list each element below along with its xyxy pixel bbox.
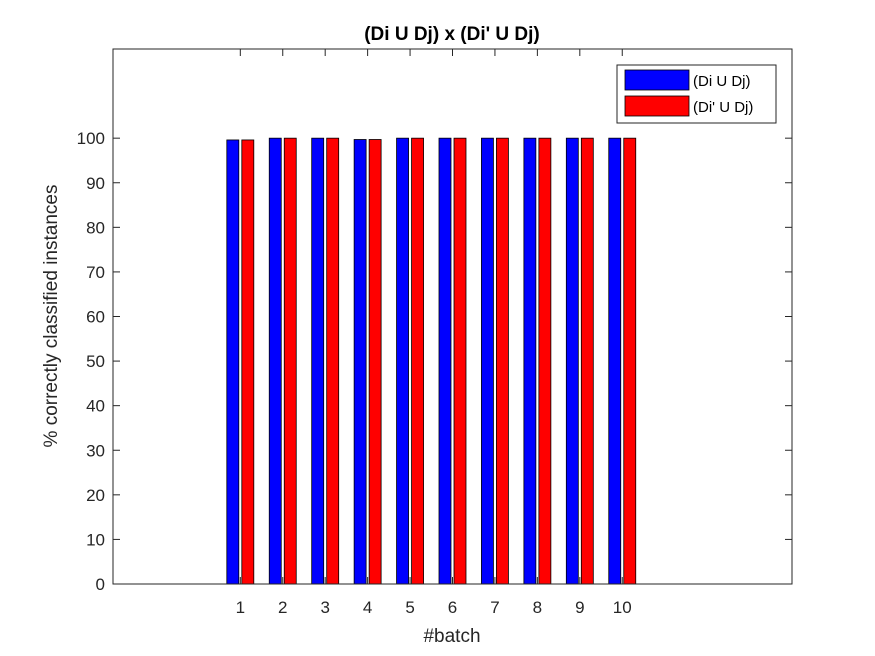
y-tick-label: 10 (86, 530, 105, 549)
x-tick-label: 6 (448, 598, 457, 617)
y-tick-label: 30 (86, 441, 105, 460)
x-tick-label: 1 (236, 598, 245, 617)
y-tick-label: 70 (86, 263, 105, 282)
legend-swatch-series1 (624, 69, 690, 91)
x-ticks-group: 1 2 3 4 5 6 7 8 9 10 (236, 49, 632, 617)
bar-series2-batch-8 (538, 137, 552, 585)
y-tick-label: 0 (96, 575, 105, 594)
bar-series2-batch-4 (368, 139, 382, 585)
bar-series2-batch-6 (453, 137, 467, 585)
legend: (Di U Dj) (Di' U Dj) (616, 64, 777, 124)
legend-label-series1: (Di U Dj) (693, 73, 751, 90)
x-axis-label: #batch (423, 626, 480, 647)
x-tick-label: 10 (613, 598, 632, 617)
x-tick-label: 7 (490, 598, 499, 617)
y-tick-label: 100 (77, 129, 105, 148)
bar-series1-batch-2 (268, 137, 282, 585)
x-tick-label: 5 (405, 598, 414, 617)
legend-label-series2: (Di' U Dj) (693, 99, 753, 116)
legend-swatch-series2 (624, 95, 690, 117)
y-axis-label: % correctly classified instances (41, 185, 62, 448)
x-tick-label: 4 (363, 598, 372, 617)
x-tick-label: 3 (320, 598, 329, 617)
bar-series2-batch-5 (411, 137, 424, 585)
y-ticks-group: 0 10 20 30 40 50 60 70 80 90 100 (77, 129, 792, 594)
plot-area (113, 49, 792, 584)
bar-series2-batch-7 (496, 137, 509, 585)
bar-series2-batch-1 (241, 139, 255, 585)
y-tick-label: 20 (86, 486, 105, 505)
bar-series2-batch-10 (623, 137, 637, 585)
y-tick-label: 50 (86, 352, 105, 371)
bar-series1-batch-8 (523, 137, 537, 585)
x-tick-label: 8 (533, 598, 542, 617)
y-tick-label: 40 (86, 397, 105, 416)
bar-series2-batch-3 (326, 137, 340, 585)
bar-series1-batch-7 (481, 137, 494, 585)
bar-series1-batch-9 (565, 137, 579, 585)
bar-series1-batch-10 (608, 137, 622, 585)
x-tick-label: 2 (278, 598, 287, 617)
chart-title: (Di U Dj) x (Di' U Dj) (364, 24, 540, 45)
plot-frame (112, 48, 793, 585)
bar-series2-batch-9 (580, 137, 594, 585)
y-tick-label: 80 (86, 218, 105, 237)
y-tick-label: 60 (86, 308, 105, 327)
y-tick-label: 90 (86, 174, 105, 193)
x-tick-label: 9 (575, 598, 584, 617)
bar-series1-batch-3 (311, 137, 325, 585)
bars-group (226, 137, 637, 585)
bar-series1-batch-6 (438, 137, 452, 585)
bar-series1-batch-5 (396, 137, 409, 585)
bar-series1-batch-4 (353, 139, 367, 585)
bar-series1-batch-1 (226, 139, 240, 585)
bar-series2-batch-2 (283, 137, 297, 585)
